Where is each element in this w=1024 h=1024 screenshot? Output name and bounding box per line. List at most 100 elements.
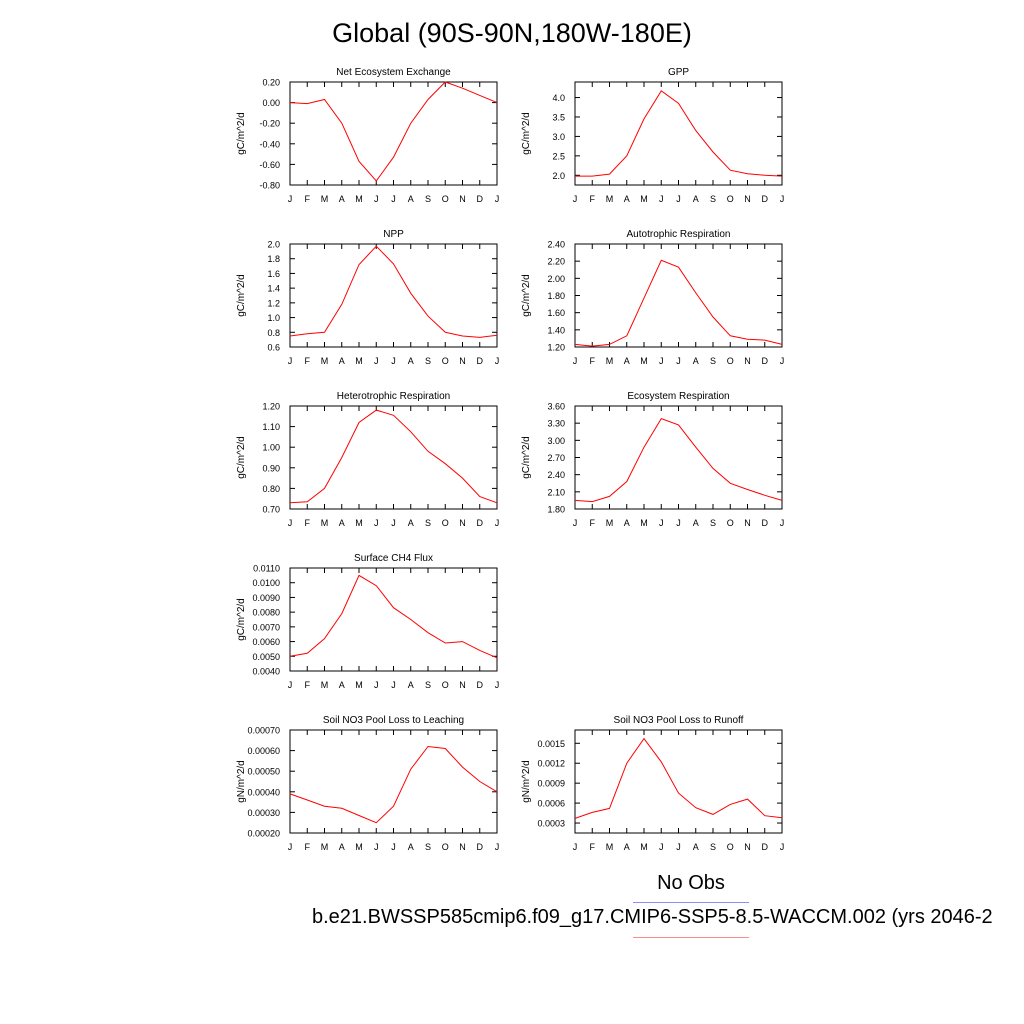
x-tick-label: A [339, 356, 345, 366]
y-tick-label: 1.20 [262, 402, 280, 412]
x-tick-label: M [321, 194, 329, 204]
y-tick-label: 0.00020 [247, 829, 280, 839]
x-tick-label: O [442, 356, 449, 366]
x-tick-label: F [305, 518, 311, 528]
chart-title: Heterotrophic Respiration [337, 391, 450, 402]
chart-title: Soil NO3 Pool Loss to Leaching [323, 715, 464, 726]
y-tick-label: 0.0050 [252, 652, 280, 662]
y-tick-label: 0.0003 [537, 819, 565, 829]
x-tick-label: J [391, 194, 396, 204]
x-tick-label: M [355, 680, 363, 690]
y-tick-label: 0.0060 [252, 637, 280, 647]
series-line [289, 245, 498, 338]
series-line [289, 81, 498, 182]
x-tick-label: O [442, 194, 449, 204]
x-tick-label: F [590, 842, 596, 852]
x-tick-label: J [495, 680, 500, 690]
y-axis-label: gC/m^2/d [236, 112, 247, 155]
y-tick-label: 2.00 [547, 274, 565, 284]
chart-title: NPP [383, 229, 404, 240]
y-tick-label: 2.10 [547, 487, 565, 497]
x-tick-label: D [477, 680, 484, 690]
x-tick-label: D [762, 518, 769, 528]
x-tick-label: D [477, 518, 484, 528]
x-tick-label: J [374, 518, 379, 528]
x-tick-label: F [305, 680, 311, 690]
x-tick-label: N [744, 194, 751, 204]
x-tick-label: J [659, 194, 664, 204]
plot-frame [574, 81, 783, 186]
y-tick-label: 3.00 [547, 436, 565, 446]
x-tick-label: N [459, 680, 466, 690]
x-tick-label: A [624, 518, 630, 528]
x-tick-label: F [305, 356, 311, 366]
x-tick-label: M [606, 842, 614, 852]
y-tick-label: 0.00060 [247, 746, 280, 756]
x-tick-label: S [710, 842, 716, 852]
x-tick-label: N [744, 356, 751, 366]
series-line [574, 737, 783, 819]
x-tick-label: A [624, 356, 630, 366]
y-tick-label: 1.20 [547, 343, 565, 353]
x-tick-label: D [762, 356, 769, 366]
plot-frame [289, 81, 498, 186]
y-tick-label: 1.4 [267, 284, 280, 294]
x-tick-label: J [573, 194, 578, 204]
x-tick-label: N [744, 842, 751, 852]
x-tick-label: J [288, 680, 293, 690]
y-tick-label: 0.00040 [247, 787, 280, 797]
y-tick-label: 0.0006 [537, 799, 565, 809]
x-tick-label: M [355, 842, 363, 852]
x-tick-label: J [495, 842, 500, 852]
y-tick-label: 0.0012 [537, 759, 565, 769]
x-tick-label: J [659, 842, 664, 852]
chart-title: Net Ecosystem Exchange [336, 67, 451, 78]
x-tick-label: J [374, 680, 379, 690]
x-tick-label: A [408, 680, 414, 690]
x-tick-label: S [710, 518, 716, 528]
y-tick-label: 0.0009 [537, 779, 565, 789]
x-tick-label: J [374, 194, 379, 204]
y-tick-label: 1.0 [267, 313, 280, 323]
x-tick-label: J [495, 194, 500, 204]
x-tick-label: F [305, 842, 311, 852]
x-tick-label: A [408, 356, 414, 366]
y-tick-label: 0.0100 [252, 578, 280, 588]
y-tick-label: 0.00070 [247, 726, 280, 736]
plot-frame [289, 243, 498, 348]
y-axis-label: gN/m^2/d [521, 760, 532, 803]
y-tick-label: 0.20 [262, 78, 280, 88]
y-tick-label: -0.20 [259, 119, 280, 129]
x-tick-label: M [321, 518, 329, 528]
x-tick-label: J [391, 842, 396, 852]
y-axis-label: gC/m^2/d [236, 598, 247, 641]
y-tick-label: 2.40 [547, 240, 565, 250]
y-tick-label: 1.6 [267, 269, 280, 279]
y-axis-label: gN/m^2/d [236, 760, 247, 803]
x-tick-label: A [339, 680, 345, 690]
x-tick-label: J [573, 842, 578, 852]
chart-title: Autotrophic Respiration [627, 229, 731, 240]
series-line [575, 90, 783, 177]
x-tick-label: N [459, 842, 466, 852]
x-tick-label: A [408, 194, 414, 204]
x-tick-label: J [780, 356, 785, 366]
series-line [574, 259, 783, 347]
y-tick-label: 3.0 [552, 132, 565, 142]
x-tick-label: A [693, 518, 699, 528]
x-tick-label: D [762, 194, 769, 204]
chart-title: Soil NO3 Pool Loss to Runoff [614, 715, 744, 726]
x-tick-label: J [374, 356, 379, 366]
x-tick-label: J [573, 356, 578, 366]
y-axis-label: gC/m^2/d [521, 274, 532, 317]
x-tick-label: N [744, 518, 751, 528]
x-tick-label: M [606, 194, 614, 204]
x-tick-label: M [321, 356, 329, 366]
y-tick-label: 1.2 [267, 298, 280, 308]
y-tick-label: 2.0 [552, 171, 565, 181]
x-tick-label: J [676, 842, 681, 852]
